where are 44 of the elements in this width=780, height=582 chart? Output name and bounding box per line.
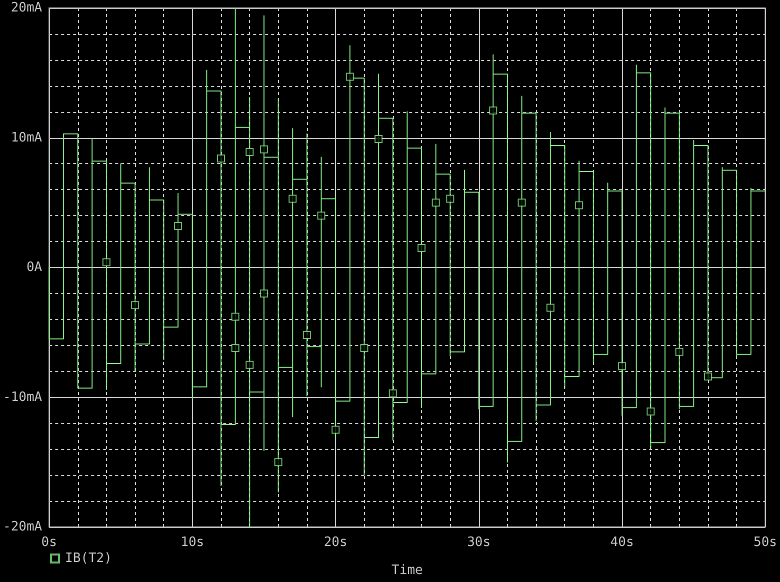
point — [260, 289, 268, 298]
x-axis-title: Time — [392, 563, 424, 578]
line-series — [48, 8, 766, 528]
point — [332, 426, 340, 434]
x-tick-label: 30s — [467, 535, 491, 550]
point — [288, 194, 297, 203]
point — [246, 148, 254, 156]
point — [246, 360, 254, 369]
point — [217, 154, 226, 163]
point — [704, 372, 712, 380]
point — [260, 145, 268, 154]
y-tick-label: -10mA — [2, 390, 42, 405]
x-tick-label: 0s — [41, 535, 57, 550]
point — [274, 458, 282, 466]
x-tick-label: 10s — [180, 535, 204, 550]
point — [489, 106, 498, 115]
point — [231, 344, 240, 352]
y-tick-label: 10mA — [10, 130, 42, 146]
legend-label: IB(T2) — [65, 551, 112, 566]
y-tick-label: -20mA — [2, 520, 42, 534]
x-tick-label: 20s — [324, 535, 348, 550]
x-tick-label: 50s — [754, 535, 777, 550]
point — [418, 244, 426, 252]
point — [388, 389, 397, 398]
point — [446, 194, 454, 203]
point — [346, 72, 354, 81]
point — [646, 408, 655, 416]
y-tick-label: 0A — [26, 260, 42, 275]
point — [317, 212, 326, 220]
point — [102, 258, 110, 266]
y-tick-label: 20mA — [10, 0, 42, 16]
point — [518, 198, 526, 207]
point — [360, 344, 368, 352]
x-tick-label: 40s — [610, 535, 634, 550]
point — [575, 201, 584, 210]
point — [546, 304, 554, 312]
point — [131, 301, 140, 310]
point — [618, 362, 626, 370]
point — [302, 330, 311, 339]
point — [374, 135, 383, 144]
point — [432, 198, 440, 207]
point — [174, 222, 182, 230]
point — [231, 312, 240, 321]
point — [675, 348, 684, 356]
